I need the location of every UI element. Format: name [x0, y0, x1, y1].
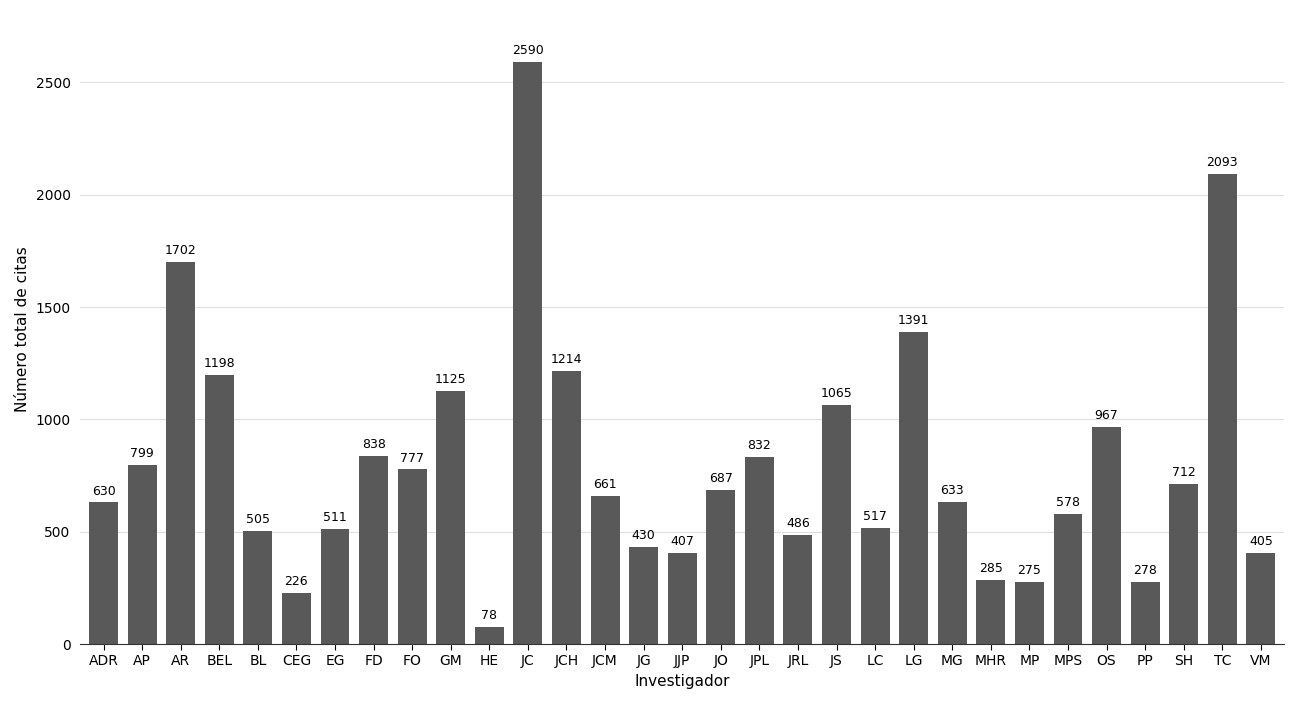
- Bar: [591, 496, 620, 644]
- Text: 838: 838: [361, 438, 386, 451]
- Bar: [127, 465, 157, 644]
- Bar: [783, 535, 812, 644]
- Text: 78: 78: [482, 608, 498, 622]
- Bar: [822, 405, 851, 644]
- Bar: [513, 62, 543, 644]
- Text: 430: 430: [631, 529, 656, 543]
- Bar: [359, 455, 388, 644]
- Bar: [861, 528, 890, 644]
- Text: 967: 967: [1095, 409, 1118, 422]
- Text: 2590: 2590: [512, 44, 544, 57]
- Bar: [1092, 427, 1121, 644]
- Bar: [1208, 174, 1237, 644]
- Bar: [475, 627, 504, 644]
- Text: 226: 226: [284, 575, 308, 589]
- Text: 1702: 1702: [165, 244, 196, 257]
- Bar: [899, 332, 927, 644]
- Bar: [1246, 553, 1276, 644]
- Text: 799: 799: [130, 446, 155, 460]
- Text: 278: 278: [1133, 564, 1157, 577]
- Text: 630: 630: [92, 484, 116, 498]
- Bar: [243, 531, 273, 644]
- Text: 1065: 1065: [821, 386, 852, 400]
- Bar: [938, 502, 966, 644]
- Bar: [1015, 582, 1044, 644]
- X-axis label: Investigador: Investigador: [634, 674, 730, 689]
- Bar: [744, 457, 774, 644]
- Text: 1198: 1198: [204, 357, 235, 370]
- Bar: [397, 470, 426, 644]
- Bar: [1130, 582, 1160, 644]
- Bar: [707, 490, 735, 644]
- Text: 2093: 2093: [1207, 156, 1238, 169]
- Text: 1391: 1391: [898, 313, 929, 327]
- Text: 777: 777: [400, 451, 425, 465]
- Bar: [90, 503, 118, 644]
- Text: 505: 505: [246, 513, 270, 526]
- Text: 633: 633: [940, 484, 964, 497]
- Bar: [436, 391, 465, 644]
- Text: 687: 687: [709, 472, 733, 485]
- Text: 661: 661: [594, 477, 617, 491]
- Text: 832: 832: [747, 439, 772, 452]
- Bar: [1053, 514, 1082, 644]
- Bar: [1169, 484, 1198, 644]
- Text: 578: 578: [1056, 496, 1079, 509]
- Bar: [282, 593, 310, 644]
- Bar: [977, 580, 1005, 644]
- Text: 1214: 1214: [551, 353, 582, 366]
- Text: 712: 712: [1172, 466, 1195, 479]
- Text: 511: 511: [323, 511, 347, 524]
- Bar: [629, 548, 659, 644]
- Text: 407: 407: [670, 534, 694, 548]
- Text: 275: 275: [1017, 565, 1042, 577]
- Text: 405: 405: [1248, 535, 1273, 548]
- Bar: [166, 262, 195, 644]
- Text: 517: 517: [863, 510, 887, 523]
- Bar: [321, 529, 349, 644]
- Y-axis label: Número total de citas: Número total de citas: [16, 246, 30, 413]
- Bar: [552, 371, 581, 644]
- Text: 486: 486: [786, 517, 809, 530]
- Text: 285: 285: [979, 562, 1003, 575]
- Text: 1125: 1125: [435, 373, 466, 386]
- Bar: [668, 553, 696, 644]
- Bar: [205, 375, 234, 644]
